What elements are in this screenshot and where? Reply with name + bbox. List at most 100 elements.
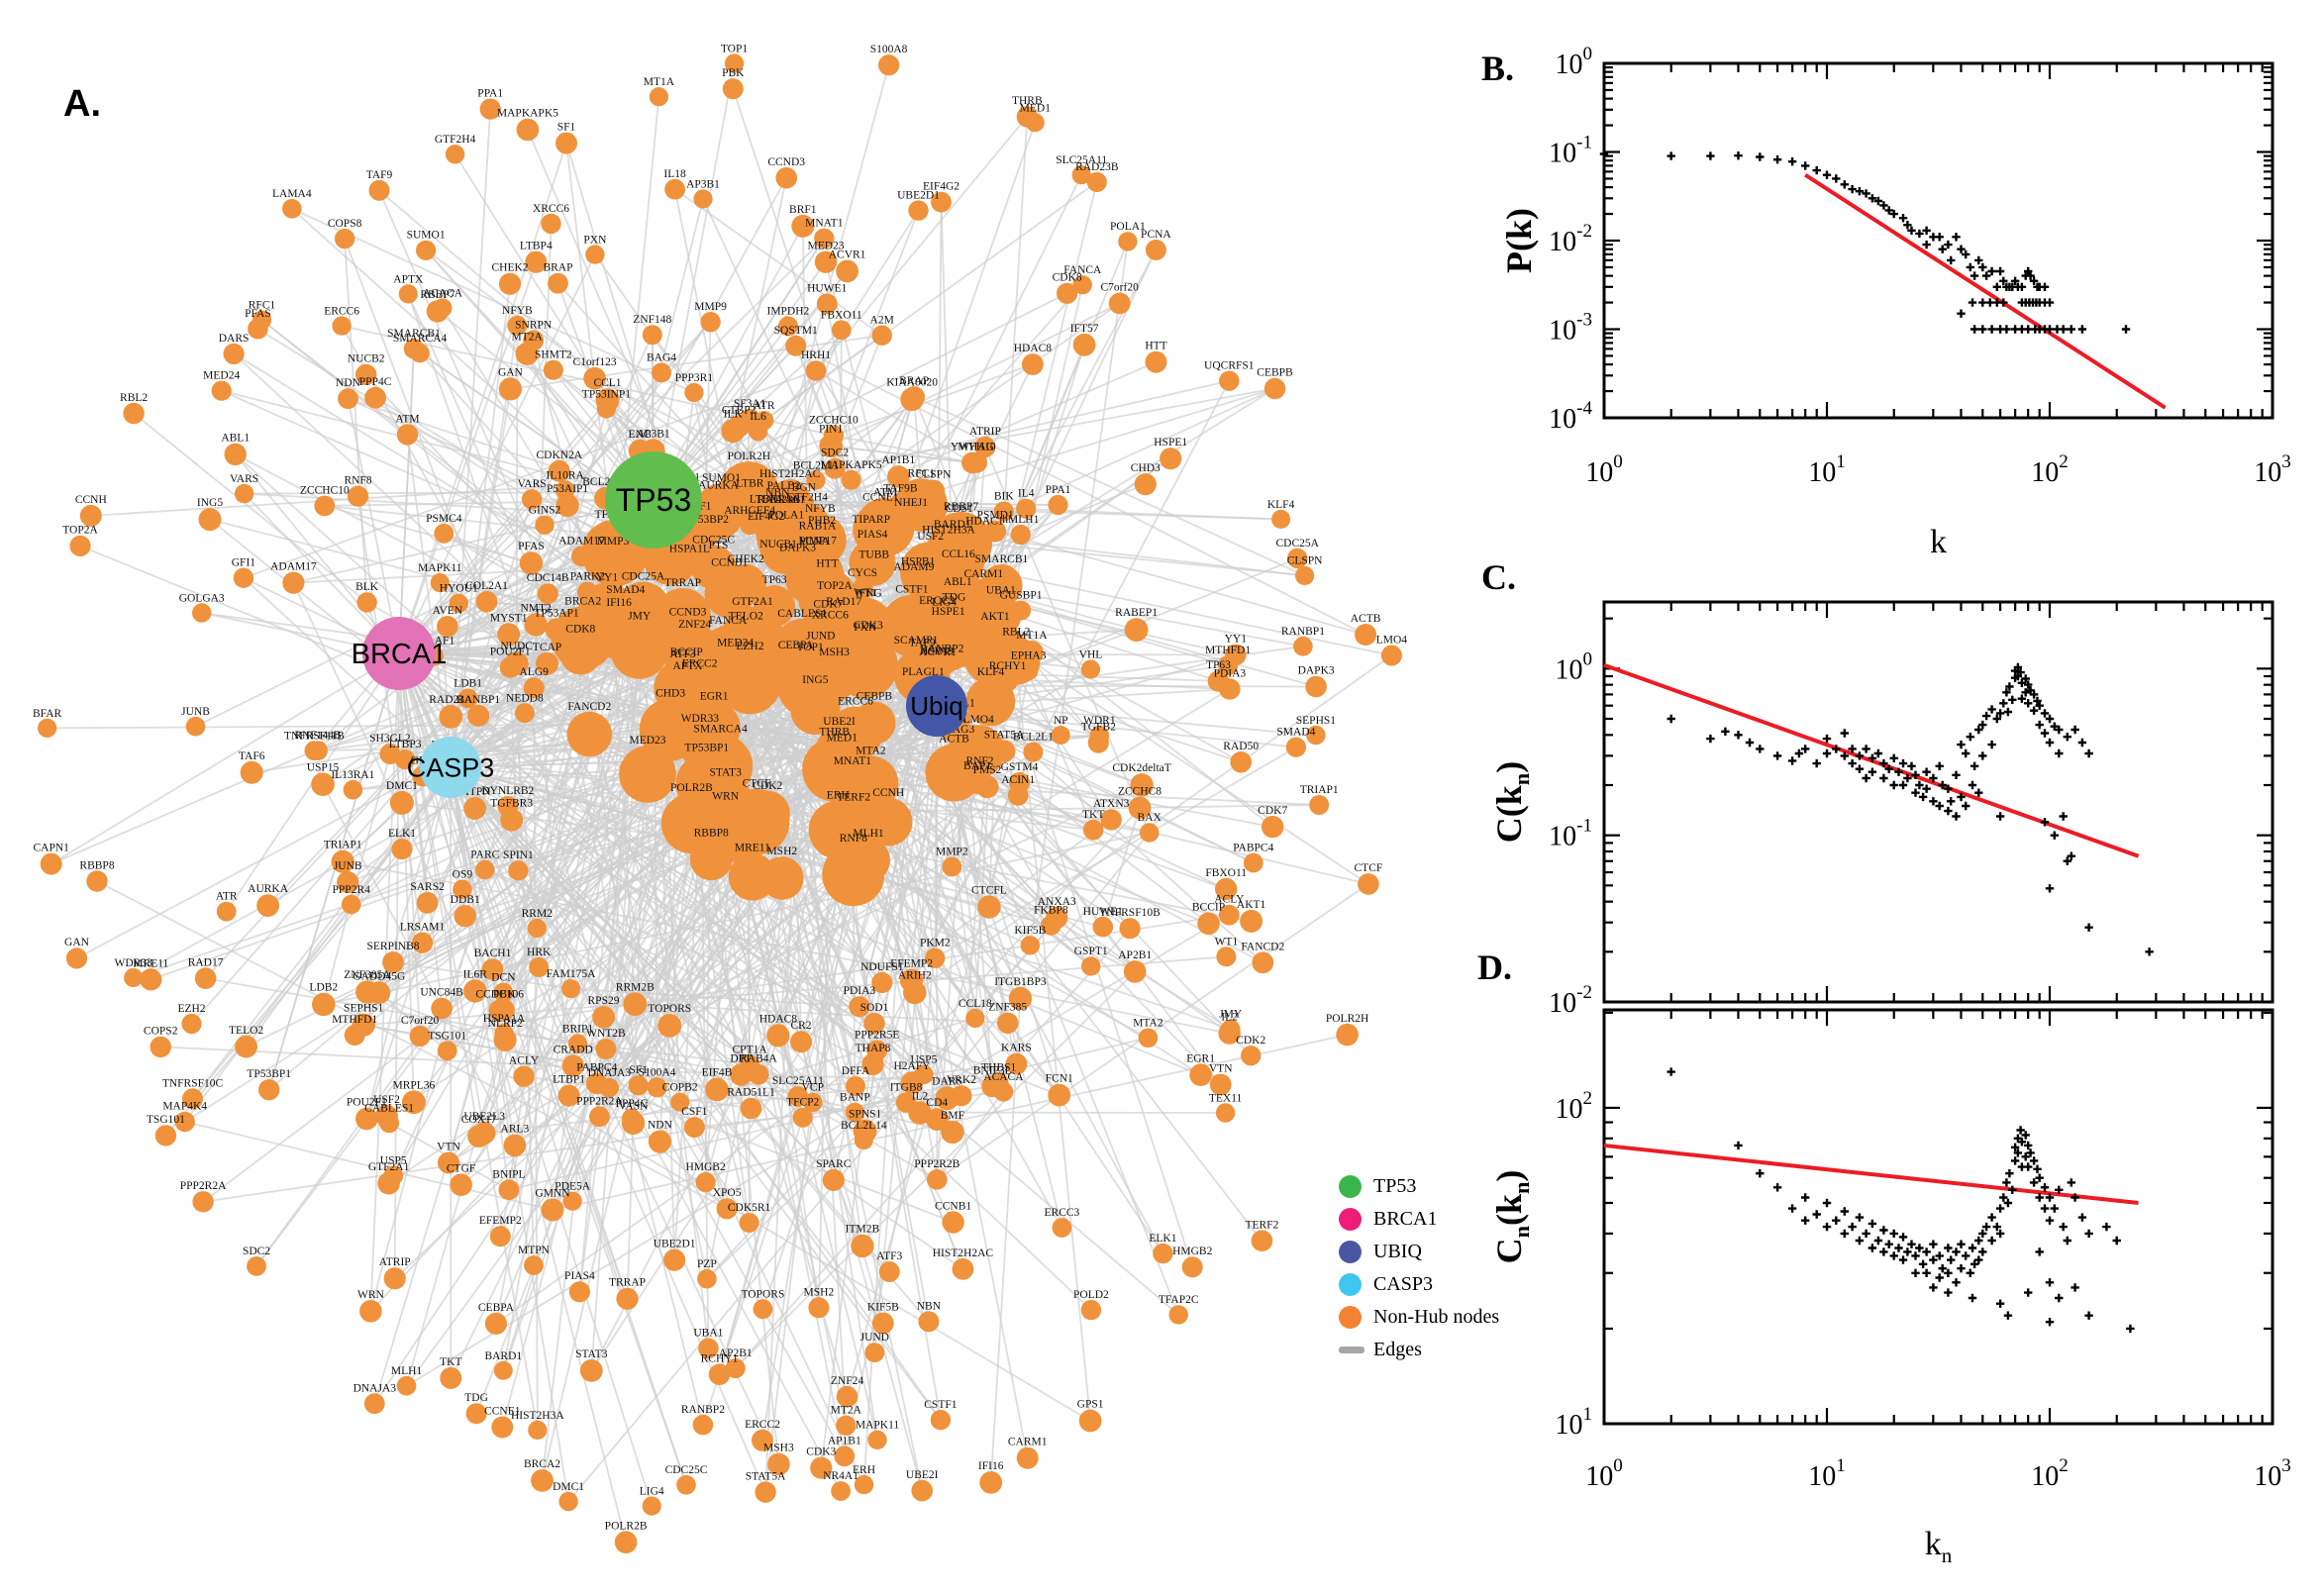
node-label: ITGB8: [890, 1081, 923, 1093]
node-label: SMARCA4: [693, 723, 748, 735]
node-label: RRM2B: [616, 981, 655, 993]
node-label: IL2: [1221, 1011, 1238, 1023]
network-node: [595, 388, 620, 413]
node-label: LMO4: [1376, 635, 1408, 647]
panel-a-label: A.: [63, 83, 101, 125]
node-label: TKT: [1082, 809, 1104, 821]
edge: [758, 1073, 999, 1084]
network-node: [722, 78, 744, 100]
node-label: PPP3R1: [675, 372, 714, 384]
node-label: MNAT1: [834, 755, 872, 767]
network-node: [1309, 795, 1330, 815]
node-label: MTA2: [1133, 1018, 1163, 1030]
network-node: [1240, 909, 1263, 933]
network-node: [379, 744, 401, 764]
network-node: [814, 250, 838, 273]
node-label: HRH1: [801, 349, 831, 361]
node-label: HIST2H3A: [511, 1410, 564, 1422]
legend-item-brca1: BRCA1: [1339, 1203, 1499, 1236]
edge: [398, 652, 449, 1051]
node-label: MSH3: [819, 647, 850, 658]
node-label: BRAP: [899, 375, 929, 387]
node-label: RAD51L1: [727, 1087, 775, 1099]
network-node: [194, 967, 217, 989]
network-node: [211, 380, 232, 401]
node-label: CABLES1: [364, 1102, 414, 1114]
network-node: [1128, 796, 1152, 820]
tick-label: 101: [1808, 451, 1846, 488]
network-node: [282, 571, 305, 594]
network-node: [790, 684, 841, 736]
node-label: BRAP: [543, 262, 572, 274]
node-label: RNF2: [965, 755, 993, 767]
node-label: MT1A: [1016, 630, 1048, 642]
node-label: POLA1: [1110, 221, 1146, 233]
network-node: [854, 1131, 873, 1150]
network-node: [911, 1479, 933, 1502]
node-label: LTBP3: [389, 739, 422, 750]
node-label: POLR2B: [670, 782, 713, 794]
node-label: ERH: [853, 1464, 875, 1476]
network-node: [851, 1234, 874, 1258]
node-label: PTS: [709, 540, 729, 551]
y-axis-title: C(kn): [1489, 761, 1534, 843]
node-label: CARM1: [1008, 1437, 1048, 1448]
node-label: RBL2: [120, 392, 148, 404]
network-node: [721, 419, 746, 444]
legend-item-ubiq: UBIQ: [1339, 1236, 1499, 1268]
network-node: [1215, 877, 1238, 901]
network-node: [440, 1366, 462, 1389]
network-node: [1215, 1103, 1236, 1123]
node-label: RAD23A: [429, 694, 473, 706]
node-label: IFNG: [856, 588, 882, 600]
network-node: [1100, 809, 1122, 831]
node-label: GAN: [498, 366, 524, 378]
node-label: NUDC: [500, 641, 533, 652]
network-node: [341, 894, 361, 915]
network-node: [437, 1041, 457, 1061]
network-node: [836, 1415, 857, 1437]
edge: [832, 705, 938, 1181]
network-node: [1089, 726, 1110, 746]
network-node: [450, 1173, 472, 1196]
node-label: CDC25A: [622, 571, 665, 583]
network-node: [438, 1151, 459, 1174]
node-label: MRE11: [735, 843, 770, 854]
network-node: [930, 1409, 952, 1431]
node-label: PCNA: [799, 536, 830, 548]
network-node: [623, 992, 648, 1017]
node-label: HMGB2: [685, 1161, 726, 1173]
node-label: MED23: [807, 241, 844, 252]
node-label: ATF3: [669, 648, 695, 660]
legend-item-label: Non-Hub nodes: [1373, 1306, 1500, 1328]
network-node: [567, 1034, 588, 1053]
node-label: FCN1: [1046, 1073, 1073, 1085]
network-node: [1218, 904, 1240, 926]
node-label: HIST2H2AC: [933, 1247, 994, 1259]
node-label: SF3A1: [734, 398, 766, 410]
network-node: [1306, 725, 1326, 746]
network-node: [488, 999, 511, 1022]
network-node: [556, 132, 577, 154]
network-node: [282, 199, 302, 219]
node-label: MRPL36: [392, 1080, 435, 1092]
legend-color-dot: [1339, 1273, 1362, 1296]
node-label: CDK5R1: [728, 1202, 771, 1214]
network-node: [997, 671, 1018, 692]
legend-item-label: TP53: [1373, 1175, 1417, 1197]
tick-label: 103: [2254, 1455, 2291, 1492]
network-node: [449, 593, 468, 614]
network-node: [1271, 509, 1291, 529]
node-label: NHEJ1: [894, 497, 928, 509]
network-node: [174, 1111, 195, 1133]
network-node: [433, 298, 453, 318]
edge: [243, 577, 452, 768]
node-label: WRN: [712, 790, 740, 802]
node-label: TNFRSF11B: [284, 730, 345, 742]
node-label: ARHGEF4: [724, 505, 775, 517]
node-label: CCNH: [872, 787, 904, 799]
network-node: [234, 483, 254, 504]
network-node: [863, 797, 913, 847]
network-node: [792, 1107, 813, 1128]
network-node: [382, 951, 404, 973]
